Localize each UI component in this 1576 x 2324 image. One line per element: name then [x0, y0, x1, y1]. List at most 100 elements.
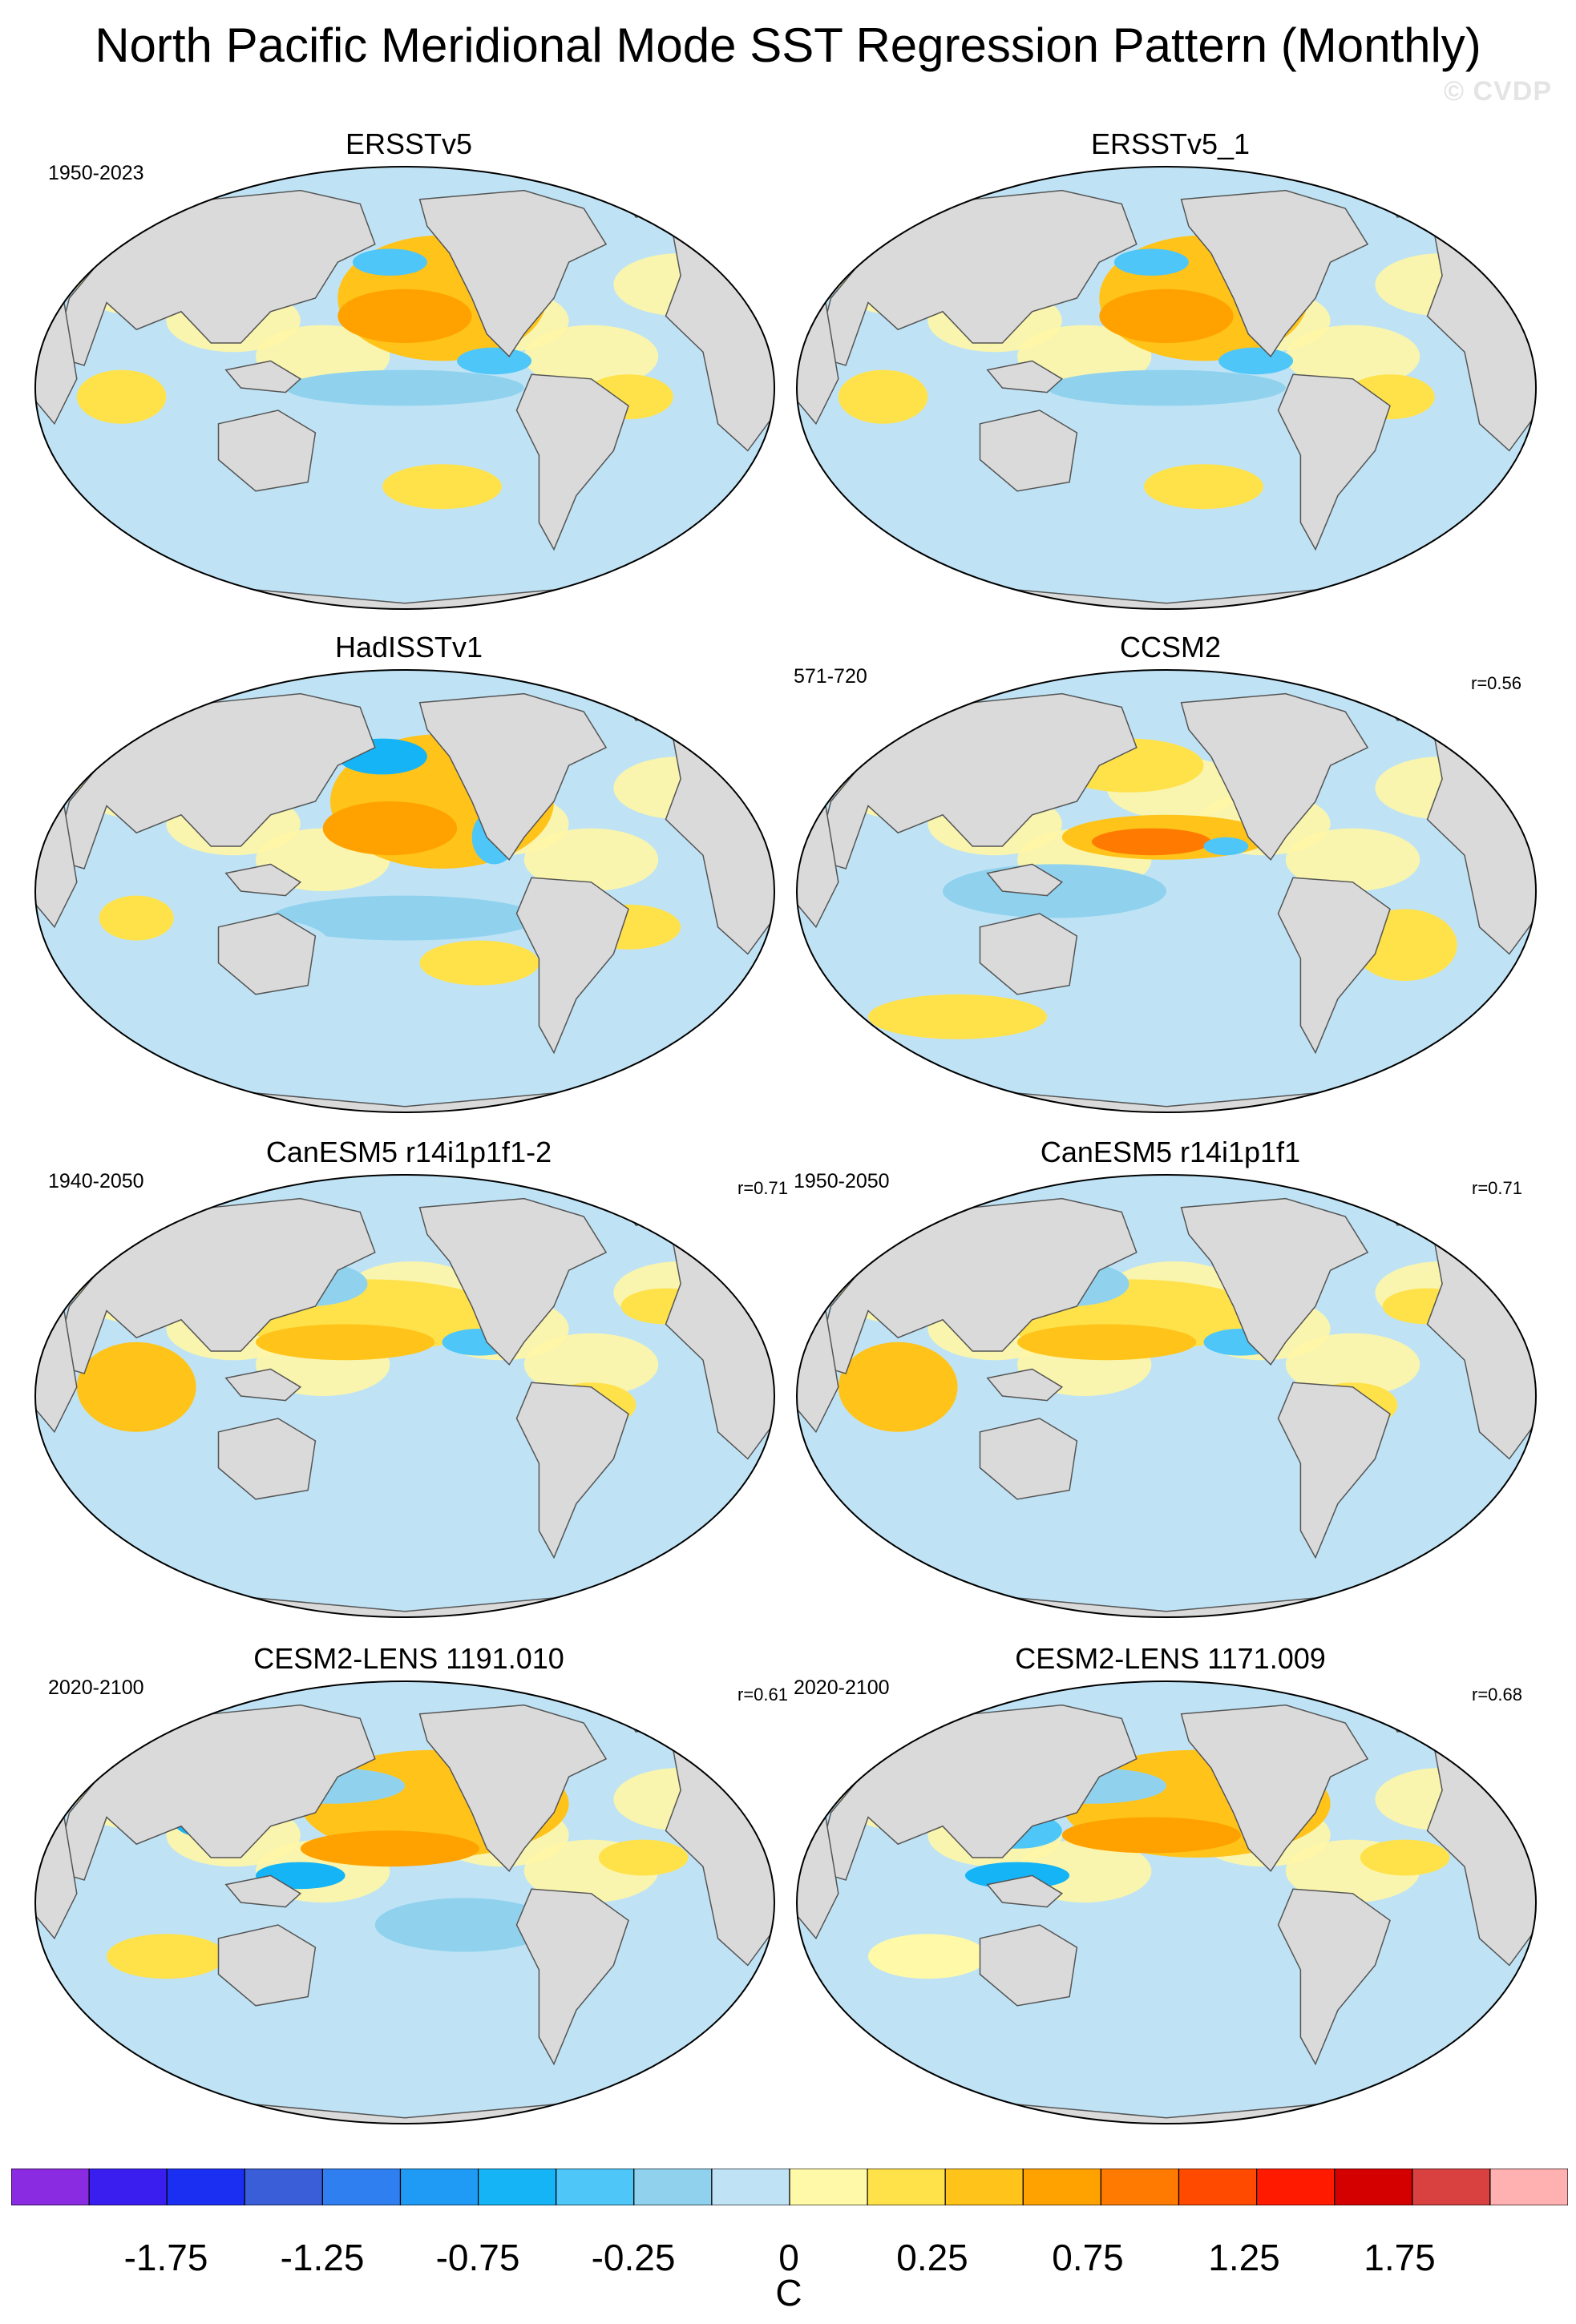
cvdp-watermark: © CVDP: [1444, 76, 1552, 107]
map-panel: CanESM5 r14i1p1f1 1950-2050 r=0.71: [794, 1136, 1547, 1633]
land-mass: [1180, 692, 1369, 861]
anomaly-region: [868, 994, 1048, 1039]
anomaly-region: [419, 940, 539, 986]
panel-title: CESM2-LENS 1171.009: [1015, 1642, 1326, 1675]
figure-title: North Pacific Meridional Mode SST Regres…: [95, 18, 1481, 72]
colorbar-swatch: [244, 2169, 323, 2205]
panel-years: 571-720: [794, 665, 867, 688]
anomaly-region: [256, 1324, 435, 1361]
anomaly-region: [76, 369, 167, 424]
panel-correlation: r=0.71: [737, 1178, 788, 1198]
land-mass: [986, 1368, 1064, 1402]
land-mass: [224, 360, 302, 393]
anomaly-region: [1285, 1333, 1420, 1396]
land-mass: [1277, 1888, 1391, 2066]
panel-years: 2020-2100: [794, 1676, 890, 1699]
panel-title: HadISSTv1: [334, 631, 483, 664]
colorbar-swatch: [867, 2169, 946, 2205]
anomaly-region: [374, 1898, 554, 1952]
land-mass: [1277, 373, 1391, 551]
anomaly-region: [868, 1934, 988, 1979]
anomaly-region: [1136, 1898, 1315, 1952]
panel-years: 1950-2023: [48, 162, 144, 184]
anomaly-region: [1092, 828, 1211, 856]
world-map: [34, 166, 775, 610]
land-mass: [979, 1418, 1078, 1500]
colorbar-swatch: [477, 2169, 557, 2205]
panel-years: 1940-2050: [48, 1170, 144, 1192]
land-mass: [217, 1924, 317, 2007]
colorbar-tick-label: 0.25: [896, 2237, 968, 2278]
world-map: [796, 1680, 1537, 2124]
colorbar-tick-label: 1.25: [1208, 2237, 1280, 2278]
colorbar-tick-label: 1.75: [1364, 2237, 1436, 2278]
map-panel: ERSSTv5 1950-2023: [32, 128, 786, 625]
panel-correlation: r=0.71: [1472, 1178, 1522, 1198]
anomaly-region: [1113, 248, 1189, 276]
land-mass: [986, 360, 1064, 393]
anomaly-region: [382, 464, 502, 510]
world-map: [796, 166, 1537, 610]
colorbar-swatch: [321, 2169, 402, 2205]
colorbar-swatch: [1178, 2169, 1258, 2205]
land-mass: [979, 410, 1078, 492]
land-mass: [224, 1368, 302, 1402]
colorbar-swatch: [1255, 2169, 1336, 2205]
land-mass: [1277, 877, 1391, 1055]
land-mass: [986, 1874, 1064, 1908]
land-mass: [217, 1418, 317, 1500]
panel-correlation: r=0.56: [1471, 673, 1521, 693]
colorbar-swatch: [399, 2169, 479, 2205]
world-map: [34, 1680, 775, 2124]
colorbar-tick-label: -1.25: [280, 2237, 365, 2278]
colorbar-swatch: [1412, 2169, 1491, 2205]
anomaly-region: [1061, 1817, 1241, 1854]
anomaly-region: [1144, 464, 1263, 510]
land-mass: [418, 692, 608, 861]
colorbar-swatch: [633, 2169, 713, 2205]
map-border: [34, 166, 775, 610]
anomaly-region: [352, 248, 427, 276]
map-panel: HadISSTv1: [32, 631, 786, 1128]
map-border: [796, 1680, 1537, 2124]
land-mass: [224, 1874, 302, 1908]
map-panel: CESM2-LENS 1171.009 2020-2100 r=0.68: [794, 1643, 1547, 2140]
colorbar-tick-label: -0.25: [591, 2237, 676, 2278]
map-border: [796, 166, 1537, 610]
colorbar-swatch: [789, 2169, 868, 2205]
panel-title: CanESM5 r14i1p1f1-2: [265, 1136, 552, 1168]
anomaly-region: [838, 369, 928, 424]
anomaly-region: [300, 1830, 479, 1867]
colorbar-swatch: [11, 2169, 90, 2205]
land-mass: [224, 863, 302, 897]
colorbar-swatch: [1022, 2169, 1102, 2205]
colorbar-tick-label: 0: [778, 2237, 799, 2278]
land-mass: [1180, 189, 1369, 357]
anomaly-region: [523, 1333, 659, 1396]
map-panel: CCSM2 571-720 r=0.56: [794, 631, 1547, 1128]
anomaly-region: [270, 895, 539, 941]
map-border: [34, 1680, 775, 2124]
colorbar-swatch: [1334, 2169, 1413, 2205]
colorbar-swatch: [944, 2169, 1024, 2205]
land-mass: [986, 863, 1064, 897]
colorbar-swatch: [711, 2169, 790, 2205]
panel-years: 1950-2050: [794, 1170, 890, 1192]
land-mass: [1277, 1382, 1391, 1559]
land-mass: [515, 877, 629, 1055]
anomaly-region: [1360, 1839, 1450, 1876]
colorbar-tick-label: -1.75: [123, 2237, 208, 2278]
world-map: [796, 1174, 1537, 1618]
anomaly-region: [1285, 828, 1420, 891]
colorbar-swatch: [166, 2169, 245, 2205]
panel-title: CCSM2: [1119, 631, 1222, 664]
land-mass: [979, 1924, 1078, 2007]
anomaly-region: [1047, 369, 1286, 406]
land-mass: [1180, 1197, 1369, 1366]
land-mass: [217, 913, 317, 995]
map-panel: ERSSTv5_1: [794, 128, 1547, 625]
colorbar-tick-label: 0.75: [1052, 2237, 1124, 2278]
land-mass: [979, 913, 1078, 995]
land-mass: [217, 410, 317, 492]
panel-correlation: r=0.61: [737, 1684, 788, 1705]
